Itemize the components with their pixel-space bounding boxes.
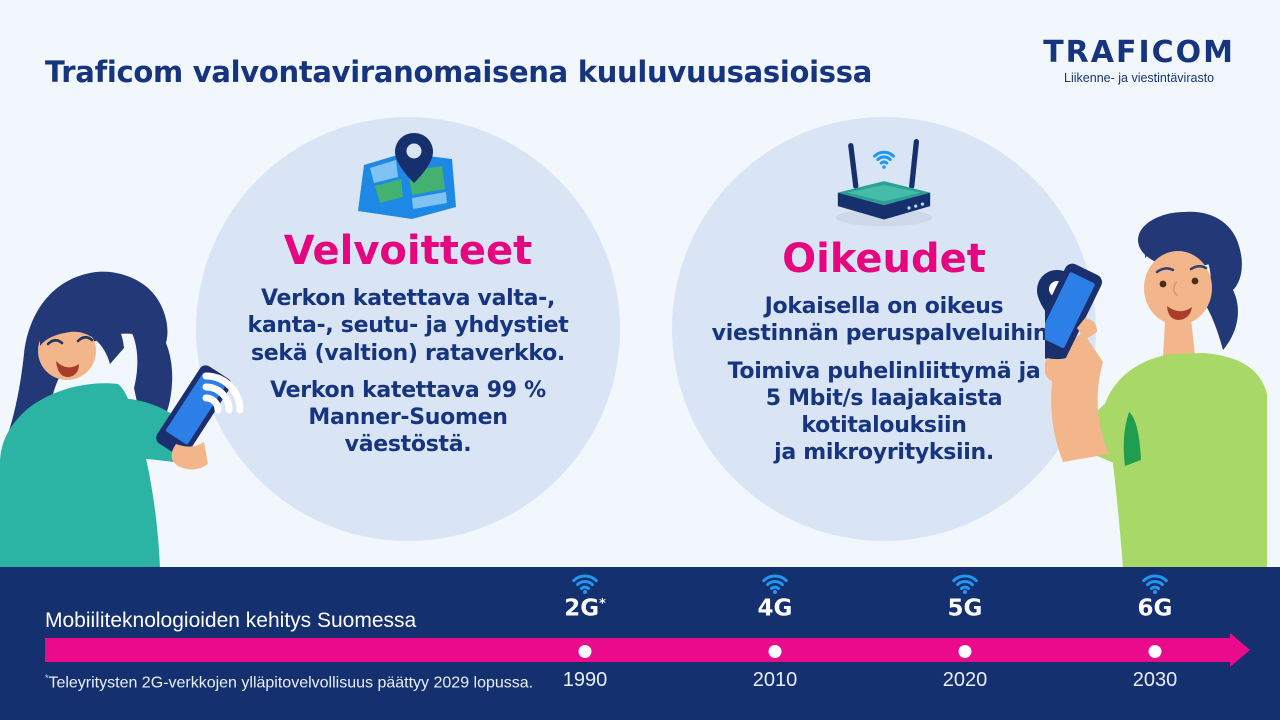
obligations-card: Velvoitteet Verkon katettava valta-, kan… bbox=[196, 117, 620, 541]
rights-text-2: Toimiva puhelinliittymä ja 5 Mbit/s laaj… bbox=[727, 358, 1041, 466]
rights-title: Oikeudet bbox=[782, 236, 986, 282]
milestone-year: 1990 bbox=[562, 669, 608, 691]
milestone-year: 2030 bbox=[1132, 669, 1178, 691]
milestone-label: 2G* bbox=[564, 595, 606, 622]
wifi-router-icon bbox=[835, 138, 933, 227]
milestone-year: 2020 bbox=[942, 669, 988, 691]
milestone-5g: 5G 2020 bbox=[895, 570, 1035, 710]
rights-text-1: Jokaisella on oikeus viestinnän peruspal… bbox=[711, 294, 1057, 347]
traficom-wordmark: TRAFICOM bbox=[1043, 34, 1235, 71]
woman-with-phone-illustration bbox=[0, 271, 232, 568]
footnote-text: Teleyritysten 2G-verkkojen ylläpitovelvo… bbox=[48, 674, 534, 692]
traficom-tagline: Liikenne- ja viestintävirasto bbox=[1064, 71, 1215, 85]
milestone-label: 4G bbox=[757, 595, 793, 622]
obligations-text-2: Verkon katettava 99 % Manner-Suomen väes… bbox=[270, 377, 546, 458]
timeline-track bbox=[45, 638, 1230, 662]
milestone-2g: 2G* 1990 bbox=[515, 570, 655, 710]
wifi-icon bbox=[572, 574, 598, 594]
footnote-marker: * bbox=[45, 673, 49, 683]
milestone-dot bbox=[1148, 645, 1162, 658]
wifi-icon bbox=[952, 574, 978, 594]
wifi-icon bbox=[1142, 574, 1168, 594]
obligations-text-1: Verkon katettava valta-, kanta-, seutu- … bbox=[247, 286, 569, 366]
milestone-dot bbox=[768, 645, 782, 658]
milestone-year: 2010 bbox=[752, 669, 798, 691]
milestone-6g: 6G 2030 bbox=[1085, 570, 1225, 710]
timeline-bar-section: Mobiiliteknologioiden kehitys Suomessa *… bbox=[0, 567, 1280, 720]
wifi-icon bbox=[762, 574, 788, 594]
rights-card: Oikeudet Jokaisella on oikeus viestinnän… bbox=[672, 117, 1096, 541]
milestone-label: 5G bbox=[947, 595, 983, 622]
obligations-title: Velvoitteet bbox=[283, 228, 533, 274]
map-location-icon bbox=[358, 133, 456, 219]
timeline-arrowhead bbox=[1230, 633, 1250, 667]
milestone-dot bbox=[958, 645, 972, 658]
milestone-dot bbox=[578, 645, 592, 658]
page-title: Traficom valvontaviranomaisena kuuluvuus… bbox=[45, 55, 872, 90]
wifi-waves-icon bbox=[202, 372, 244, 414]
traficom-logo: TRAFICOM Liikenne- ja viestintävirasto bbox=[1043, 34, 1235, 85]
timeline-heading: Mobiiliteknologioiden kehitys Suomessa bbox=[45, 609, 417, 632]
timeline-footnote: *Teleyritysten 2G-verkkojen ylläpitovelv… bbox=[45, 673, 533, 692]
milestone-label: 6G bbox=[1137, 595, 1173, 622]
milestone-4g: 4G 2010 bbox=[705, 570, 845, 710]
man-with-phone-illustration bbox=[1045, 211, 1267, 568]
